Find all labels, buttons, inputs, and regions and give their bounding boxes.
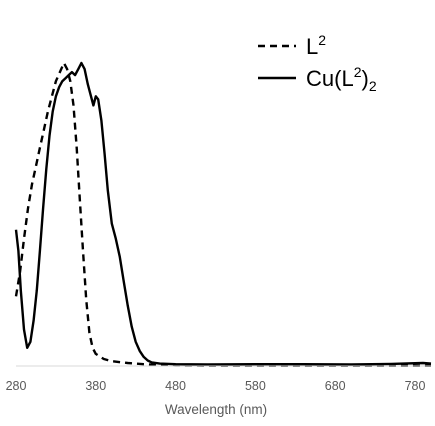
x-axis-ticks: 280 380 480 580 680 780 <box>6 379 426 393</box>
legend: L2 Cu(L2)2 <box>258 32 377 94</box>
legend-label-1: L2 <box>306 32 326 59</box>
x-tick-label: 280 <box>6 379 27 393</box>
x-tick-label: 580 <box>245 379 266 393</box>
x-tick-label: 480 <box>165 379 186 393</box>
x-axis-title: Wavelength (nm) <box>165 402 267 417</box>
series-line-1 <box>14 61 431 367</box>
plot-area <box>14 61 432 367</box>
x-tick-label: 380 <box>85 379 106 393</box>
x-tick-label: 680 <box>325 379 346 393</box>
x-tick-label: 780 <box>405 379 426 393</box>
series-line-2 <box>14 61 432 366</box>
legend-label-2: Cu(L2)2 <box>306 64 377 94</box>
